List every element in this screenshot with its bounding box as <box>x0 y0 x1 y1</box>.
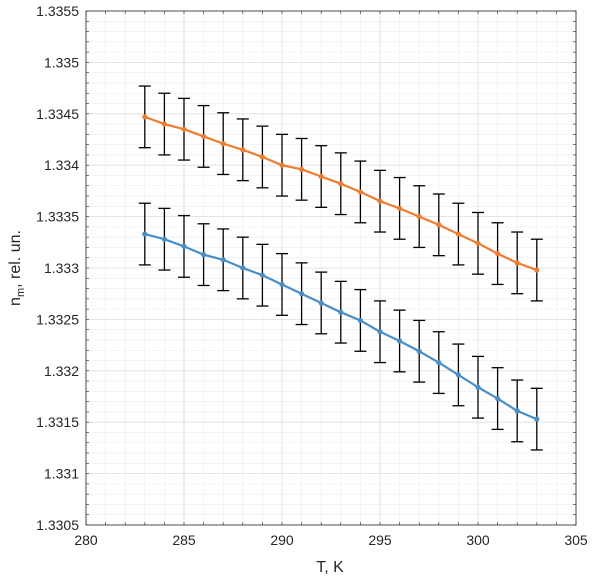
data-point <box>534 267 540 273</box>
data-point <box>318 300 324 306</box>
x-tick-label: 280 <box>74 532 98 548</box>
data-point <box>475 384 481 390</box>
data-point <box>318 173 324 180</box>
data-point <box>161 121 167 127</box>
x-tick-label: 305 <box>564 532 588 548</box>
data-point <box>534 416 540 422</box>
x-tick-label: 290 <box>270 532 294 548</box>
data-point <box>201 133 207 140</box>
data-point <box>338 309 344 315</box>
data-point <box>436 359 442 366</box>
data-point <box>240 147 246 153</box>
data-point <box>397 338 403 344</box>
data-point <box>416 214 422 220</box>
y-tick-label: 1.3325 <box>36 311 79 327</box>
data-point <box>416 348 422 354</box>
x-axis-label: T, K <box>316 559 344 576</box>
y-tick-label: 1.3305 <box>36 517 79 533</box>
x-tick-label: 295 <box>368 532 392 548</box>
data-point <box>377 198 383 204</box>
y-tick-label: 1.3355 <box>36 3 79 19</box>
data-point <box>357 317 363 324</box>
y-tick-labels: 1.3305 1.331 1.3315 1.332 1.3325 1.333 1.3335 1… <box>36 3 79 533</box>
x-tick-label: 300 <box>466 532 490 548</box>
data-point <box>357 189 363 195</box>
data-point <box>220 257 226 263</box>
data-point <box>299 166 305 172</box>
y-axis-label-subscript: m <box>15 288 27 297</box>
data-point <box>259 154 265 160</box>
data-point <box>495 395 501 402</box>
y-axis-label-main: n <box>7 297 24 306</box>
data-point <box>259 272 265 278</box>
y-tick-label: 1.335 <box>44 54 79 70</box>
data-point <box>201 252 207 258</box>
data-point <box>495 251 501 257</box>
data-point <box>161 236 167 242</box>
x-tick-labels: 280 285 290 295 300 305 <box>74 532 588 548</box>
major-grid <box>85 10 577 526</box>
y-tick-label: 1.332 <box>44 363 79 379</box>
data-point <box>377 329 383 335</box>
data-point <box>181 243 187 250</box>
y-tick-label: 1.3335 <box>36 209 79 225</box>
data-point <box>220 141 226 147</box>
x-tick-label: 285 <box>172 532 196 548</box>
y-axis-label: nm, rel. un. <box>7 230 27 306</box>
data-point <box>397 205 403 211</box>
y-axis-label-rest: , rel. un. <box>7 230 24 288</box>
data-point <box>240 265 246 271</box>
y-tick-label: 1.333 <box>44 260 79 276</box>
data-point <box>514 260 520 266</box>
data-point <box>142 114 148 120</box>
data-point <box>279 281 285 288</box>
data-point <box>436 222 442 228</box>
y-tick-label: 1.331 <box>44 466 79 482</box>
data-point <box>279 162 285 168</box>
data-point <box>455 372 461 378</box>
data-point <box>475 240 481 246</box>
data-point <box>181 126 187 132</box>
data-point <box>338 181 344 187</box>
minor-ticks <box>85 10 577 526</box>
y-tick-label: 1.3345 <box>36 106 79 122</box>
data-point <box>514 408 520 414</box>
y-tick-label: 1.3315 <box>36 414 79 430</box>
series-layer <box>142 114 540 422</box>
y-tick-label: 1.334 <box>44 157 79 173</box>
data-point <box>142 231 148 237</box>
data-point <box>455 231 461 237</box>
data-point <box>299 291 305 297</box>
